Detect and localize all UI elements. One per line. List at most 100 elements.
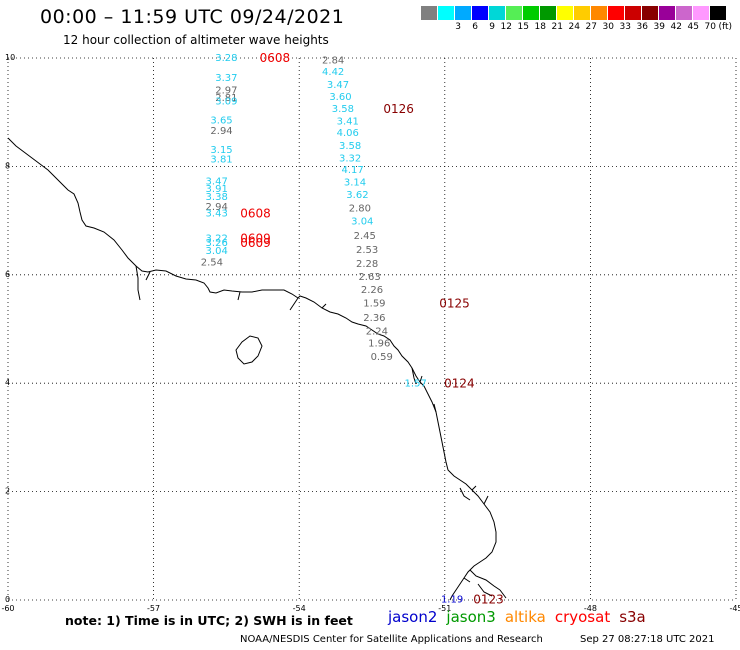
wave-height-label: 3.04: [351, 217, 373, 228]
lat-tick-label: 10: [5, 53, 15, 62]
chart-subtitle: 12 hour collection of altimeter wave hei…: [63, 33, 329, 47]
wave-height-label: 2.94: [206, 202, 228, 213]
lon-tick-label: -48: [584, 604, 597, 613]
scale-swatch: [489, 6, 506, 20]
wave-height-label: 1.59: [363, 299, 385, 310]
lon-tick-label: -54: [293, 604, 306, 613]
wave-height-label: 3.37: [215, 73, 237, 84]
legend-item-jason3: jason3: [446, 608, 496, 626]
scale-label: 36: [636, 22, 648, 32]
scale-unit-label: (ft): [718, 22, 732, 32]
wave-height-label: 2.28: [356, 259, 378, 270]
scale-swatch: [506, 6, 523, 20]
lon-tick-label: -60: [1, 604, 14, 613]
scale-swatch: [642, 6, 659, 20]
color-scale-bar: [421, 6, 727, 20]
scale-swatch: [625, 6, 642, 20]
wave-height-label: 3.09: [215, 96, 237, 107]
wave-height-label: 3.60: [329, 92, 351, 103]
legend-item-altika: altika: [504, 608, 546, 626]
lat-tick-label: 2: [5, 487, 10, 496]
scale-swatch: [659, 6, 676, 20]
coastline-river-mouth-1: [135, 265, 241, 301]
coastline-river-mouth-2: [289, 297, 327, 311]
scale-swatch: [710, 6, 727, 20]
wave-height-label: 3.15: [210, 145, 232, 156]
wave-height-label: 3.38: [206, 192, 228, 203]
scale-label: 15: [517, 22, 529, 32]
lat-tick-label: 4: [5, 378, 10, 387]
lon-tick-label: -51: [438, 604, 451, 613]
wave-height-label: 4.42: [322, 67, 344, 78]
scale-label: 9: [489, 22, 495, 32]
pass-time-label: 0125: [439, 297, 470, 311]
wave-height-label: 3.62: [346, 190, 368, 201]
coastline: [7, 137, 507, 601]
lat-tick-label: 0: [5, 595, 10, 604]
wave-height-label: 2.80: [349, 204, 371, 215]
scale-swatch: [574, 6, 591, 20]
scale-swatch: [523, 6, 540, 20]
pass-time-label: 0124: [444, 377, 475, 391]
wave-height-label: 0.59: [371, 352, 393, 363]
chart-title: 00:00 – 11:59 UTC 09/24/2021: [40, 6, 345, 28]
pass-time-label: 0609: [240, 231, 271, 245]
credit-text: NOAA/NESDIS Center for Satellite Applica…: [240, 634, 543, 645]
wave-height-label: 3.04: [206, 246, 228, 257]
wave-height-label: 2.53: [356, 245, 378, 256]
scale-label: 3: [455, 22, 461, 32]
wave-height-label: 2.97: [215, 86, 237, 97]
wave-height-label: 2.24: [366, 327, 388, 338]
wave-height-label: 3.22: [206, 233, 228, 244]
pass-time-label: 0123: [473, 592, 504, 606]
wave-height-label: 1.19: [441, 594, 463, 605]
lat-tick-label: 8: [5, 161, 10, 170]
wave-height-label: 2.63: [358, 272, 380, 283]
coastline-main: [7, 137, 497, 601]
wave-height-label: 3.58: [339, 141, 361, 152]
wave-height-label: 3.58: [332, 104, 354, 115]
wave-height-label: 3.65: [210, 115, 232, 126]
scale-label: 30: [602, 22, 614, 32]
scale-swatch: [438, 6, 455, 20]
wave-height-label: 2.84: [322, 56, 344, 67]
scale-swatch: [472, 6, 489, 20]
scale-swatch: [693, 6, 710, 20]
lake-island: [235, 335, 263, 365]
scale-label: 33: [619, 22, 631, 32]
legend-item-jason2: jason2: [388, 608, 438, 626]
scale-label: 12: [500, 22, 512, 32]
wave-height-label: 4.17: [341, 165, 363, 176]
scale-swatch: [608, 6, 625, 20]
pass-time-label: 0608: [240, 207, 271, 221]
wave-height-label: 1.96: [368, 339, 390, 350]
wave-height-label: 3.32: [339, 153, 361, 164]
wave-height-label: 2.94: [210, 126, 232, 137]
wave-height-label: 2.54: [201, 257, 223, 268]
wave-height-label: 3.47: [206, 177, 228, 188]
scale-label: 70: [704, 22, 716, 32]
coastline-delta: [459, 485, 507, 599]
footer-note: note: 1) Time is in UTC; 2) SWH is in fe…: [65, 613, 353, 628]
wave-height-label: 3.28: [215, 53, 237, 64]
scale-label: 18: [534, 22, 546, 32]
wave-height-label: 3.26: [206, 238, 228, 249]
pass-time-label: 0608: [260, 51, 291, 65]
wave-height-label: 4.06: [337, 128, 359, 139]
wave-height-label: 3.47: [327, 80, 349, 91]
lat-tick-label: 6: [5, 270, 10, 279]
lon-tick-label: -57: [147, 604, 160, 613]
legend-item-s3a: s3a: [619, 608, 646, 626]
wave-height-observations: 3.283.372.972.813.093.652.943.153.813.47…: [201, 53, 464, 605]
scale-label: 45: [687, 22, 699, 32]
wave-height-label: 3.41: [337, 116, 359, 127]
scale-swatch: [557, 6, 574, 20]
wave-height-label: 3.91: [206, 184, 228, 195]
scale-label: 24: [568, 22, 580, 32]
map-grid: [7, 57, 737, 601]
pass-time-label: 0126: [383, 102, 414, 116]
scale-swatch: [591, 6, 608, 20]
scale-swatch: [676, 6, 693, 20]
